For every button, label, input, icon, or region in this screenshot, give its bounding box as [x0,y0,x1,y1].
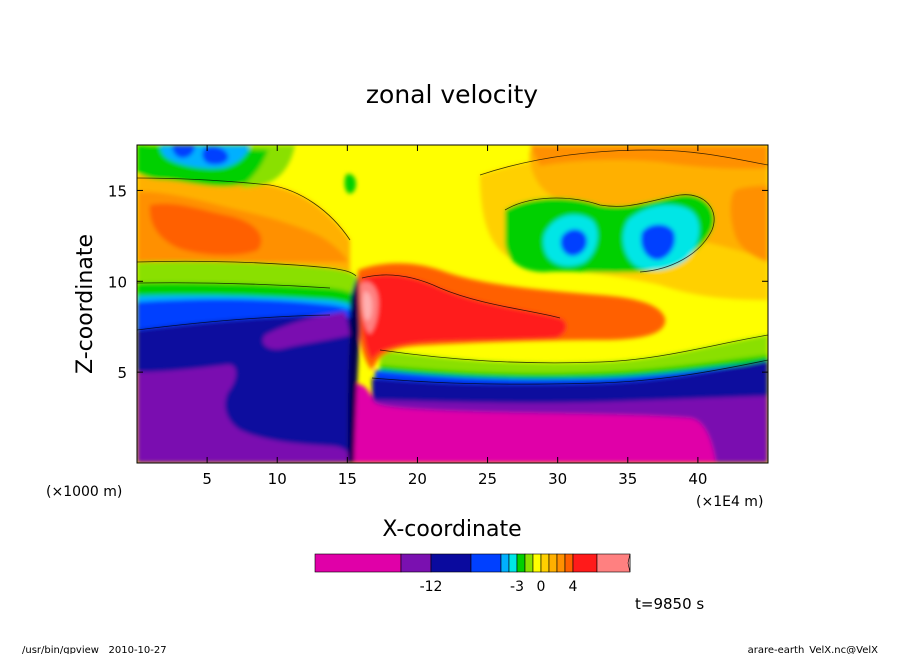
chart-title: zonal velocity [366,80,538,109]
contour-line-5 [371,359,768,385]
contour-wake-jet-magenta [354,384,716,463]
contour-right-blue-1 [560,229,588,256]
contour-right-blue-2 [640,224,676,260]
contour-line-1 [137,260,357,277]
colorbar-band [540,553,550,573]
colorbar-band [556,553,566,573]
y-axis: 5 10 15 [108,182,768,382]
colorbar-tick-label: -12 [420,579,443,595]
y-tick-label: 15 [108,182,127,200]
colorbar-tick-labels: -12 -3 0 4 [420,579,578,595]
x-axis-unit-right: (×1E4 m) [696,494,763,510]
contour-mid-purple-blob [262,312,350,350]
x-tick-label: 10 [268,470,287,488]
y-axis-label: Z-coordinate [73,234,98,374]
x-tick-label: 5 [202,470,212,488]
colorbar-tick-label: 0 [537,579,546,595]
x-tick-label: 20 [408,470,427,488]
contour-upper-green-blob [344,174,356,194]
x-tick-label: 40 [688,470,707,488]
colorbar-band [500,553,510,573]
colorbar-band [524,553,534,573]
x-axis-unit-left: (×1000 m) [46,484,122,500]
contour-mountain-discontinuity [348,275,360,463]
contour-top-left-cyan [202,146,229,165]
contour-top-left-lightgreen [137,145,295,188]
colorbar-band [572,553,598,573]
time-label: t=9850 s [635,595,704,613]
contour-line-8 [137,314,331,331]
colorbar-band [548,553,558,573]
contour-upper-red-orange-left [149,203,262,256]
colorbar-tick-label: 4 [569,579,578,595]
contour-line-9 [504,194,715,273]
contour-line-3 [137,177,351,241]
x-axis-label: X-coordinate [382,517,521,542]
colorbar-band [400,553,432,573]
x-tick-label: 25 [478,470,497,488]
colorbar-band [596,553,631,573]
colorbar-band [508,553,518,573]
x-tick-label: 30 [548,470,567,488]
contour-line-2 [137,282,331,289]
contour-top-left-darkblue [172,145,195,158]
contour-upper-top-right-orange [530,145,768,169]
colorbar-tick-label: -3 [510,579,524,595]
x-tick-label: 35 [618,470,637,488]
colorbar-band [430,553,472,573]
contour-line-7 [479,149,768,176]
colorbar-band [532,553,542,573]
contour-lower-purple-left [137,364,352,463]
x-axis: 5 10 15 20 25 30 35 40 [202,145,707,488]
colorbar-extend-arrow [627,553,631,573]
contour-line-6 [361,274,561,319]
footer-left: /usr/bin/gpview 2010-10-27 [22,645,167,654]
y-tick-label: 10 [108,273,127,291]
colorbar-band [564,553,574,573]
contour-jet-core-light [362,291,372,321]
colorbar-band [516,553,526,573]
plot-frame [136,144,769,464]
contour-upper-right-edge-orange [730,185,768,262]
contour-jet-red [361,274,567,360]
colorbar [314,553,631,573]
x-tick-label: 15 [338,470,357,488]
colorbar-band [470,553,502,573]
contour-line-4 [379,334,768,364]
colorbar-band [314,553,402,573]
plot-area [137,145,768,463]
footer-right: arare-earth_VelX.nc@VelX [748,645,879,654]
y-tick-label: 5 [117,364,127,382]
